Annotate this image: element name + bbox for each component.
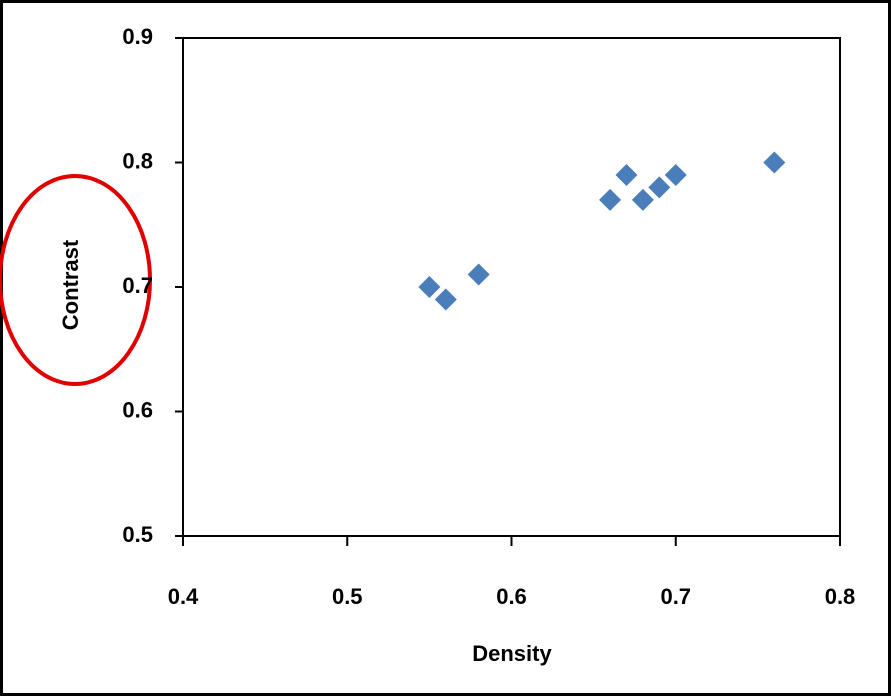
x-tick-label: 0.4 — [168, 584, 199, 609]
y-tick-label: 0.5 — [122, 522, 153, 547]
point — [615, 163, 638, 186]
x-tick-label: 0.6 — [496, 584, 527, 609]
y-tick-label: 0.7 — [122, 273, 153, 298]
point — [648, 176, 671, 199]
x-tick-label: 0.7 — [660, 584, 691, 609]
point — [763, 151, 786, 174]
y-tick-label: 0.6 — [122, 397, 153, 422]
y-tick-label: 0.9 — [122, 24, 153, 49]
x-tick-label: 0.5 — [332, 584, 363, 609]
x-tick-label: 0.8 — [825, 584, 856, 609]
x-axis-label: Density — [472, 641, 552, 666]
y-axis-label: Contrast — [58, 239, 83, 330]
point — [631, 188, 654, 211]
point — [599, 188, 622, 211]
point — [467, 263, 490, 286]
point — [418, 276, 441, 298]
highlight-ellipse — [0, 174, 152, 386]
point — [434, 288, 457, 311]
point — [664, 163, 687, 186]
y-tick-label: 0.8 — [122, 148, 153, 173]
